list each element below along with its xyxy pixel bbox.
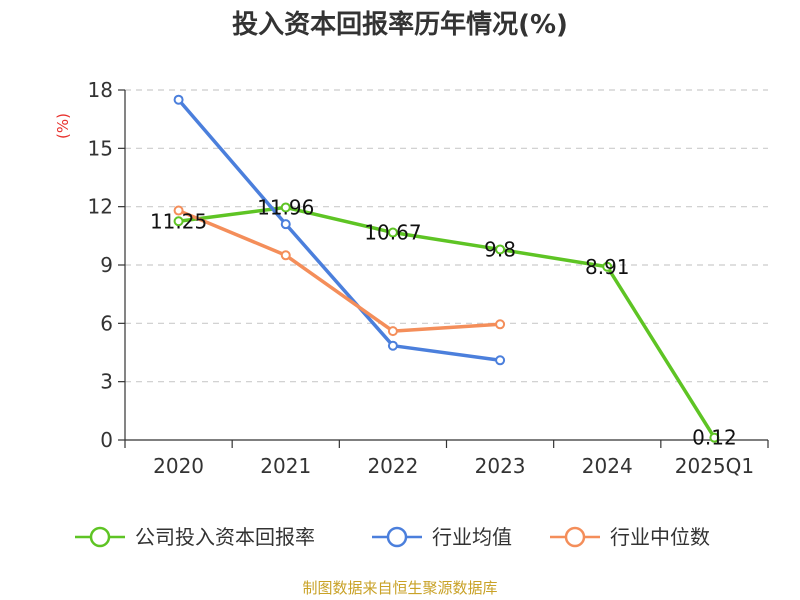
y-axis-label: (%) [54,113,72,139]
legend[interactable]: 公司投入资本回报率 行业均值 行业中位数 [75,525,710,549]
data-point [173,205,184,216]
legend-label: 行业均值 [432,525,512,549]
data-label: 8.91 [585,255,630,279]
data-point [387,340,398,351]
x-tick-label: 2023 [475,454,526,478]
x-tick-label: 2021 [260,454,311,478]
legend-item[interactable]: 行业均值 [372,525,512,549]
legend-label: 公司投入资本回报率 [135,525,315,549]
data-point [387,227,398,238]
legend-marker [89,526,111,548]
y-tick-label: 3 [100,370,113,394]
data-point [602,261,613,272]
y-tick-label: 6 [100,311,113,335]
data-label: 9.8 [484,237,516,261]
legend-item[interactable]: 公司投入资本回报率 [75,525,315,549]
series-line-2 [177,208,501,333]
data-point [495,355,506,366]
data-point [709,432,720,443]
series-line-1 [177,98,501,363]
data-label: 11.96 [257,195,314,219]
gridlines [125,89,768,383]
data-point [495,244,506,255]
series-line-0 [178,205,716,439]
y-tick-label: 18 [88,78,113,102]
data-point [387,326,398,337]
data-point [173,216,184,227]
chart-title: 投入资本回报率历年情况(%) [232,9,568,40]
legend-label: 行业中位数 [610,525,710,549]
source-note: 制图数据来自恒生聚源数据库 [302,579,497,597]
data-point [280,202,291,213]
data-label: 10.67 [364,221,421,245]
y-tick-label: 12 [88,195,113,219]
x-tick-label: 2022 [367,454,418,478]
data-labels: 11.25 11.96 10.67 9.8 8.91 0.12 [150,195,737,449]
axes: 0 3 6 9 12 15 18 2020 2021 2022 2023 2024 2025Q1 [88,78,769,478]
legend-marker [564,526,586,548]
data-label: 0.12 [692,426,737,450]
y-tick-label: 9 [100,253,113,277]
legend-item[interactable]: 行业中位数 [550,525,710,549]
data-point [495,319,506,330]
y-tick-label: 0 [100,428,113,452]
data-point [280,219,291,230]
data-point [173,94,184,105]
legend-marker [386,526,408,548]
x-tick-label: 2020 [153,454,204,478]
x-tick-label: 2024 [582,454,633,478]
data-point [280,250,291,261]
data-label: 11.25 [150,209,207,233]
series-layer [173,94,720,443]
y-tick-label: 15 [88,136,113,160]
x-tick-label: 2025Q1 [675,454,754,478]
